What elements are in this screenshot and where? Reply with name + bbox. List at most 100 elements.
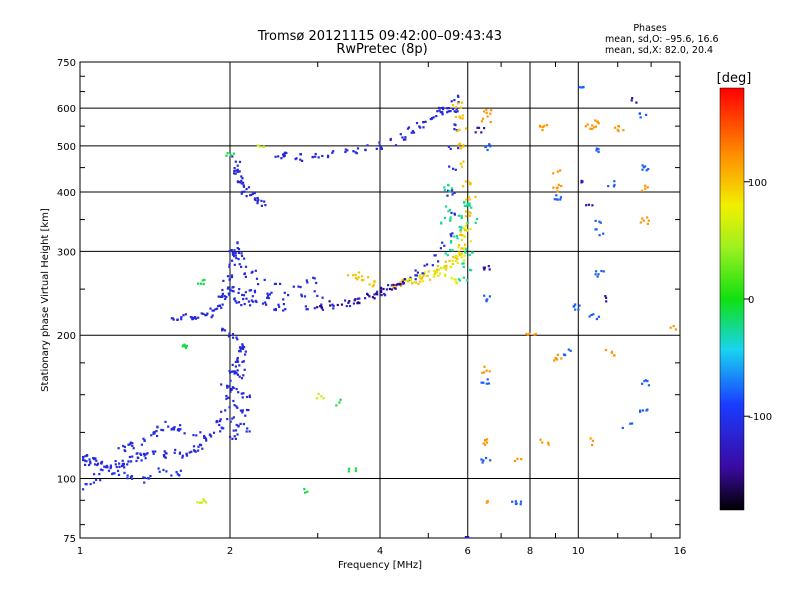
echo-point — [466, 279, 469, 282]
echo-point — [228, 369, 231, 373]
echo-point — [170, 474, 173, 477]
echo-point — [598, 234, 601, 237]
echo-point — [456, 257, 459, 261]
echo-point — [455, 108, 458, 111]
echo-point — [248, 289, 251, 292]
echo-point — [402, 282, 405, 285]
echo-point — [122, 464, 125, 467]
echo-point — [245, 430, 248, 433]
echo-point — [229, 371, 232, 374]
echo-point — [347, 467, 351, 470]
echo-point — [426, 263, 429, 266]
echo-point — [556, 358, 559, 361]
echo-point — [516, 457, 519, 460]
echo-point — [533, 333, 536, 336]
echo-point — [231, 333, 235, 336]
echo-point — [485, 300, 488, 303]
echo-point — [622, 129, 625, 132]
echo-point — [150, 434, 153, 437]
echo-point — [235, 372, 238, 375]
echo-point — [431, 117, 434, 120]
echo-point — [448, 165, 451, 168]
x-axis-ticks: 1 2 4 6 8 10 16 — [77, 62, 686, 557]
echo-point — [392, 285, 395, 288]
echo-point — [234, 160, 237, 163]
echo-point — [234, 437, 237, 440]
echo-point — [214, 308, 217, 311]
echo-point — [277, 303, 280, 306]
echo-point — [204, 314, 207, 317]
echo-point — [669, 326, 672, 329]
echo-point — [239, 348, 242, 351]
echo-point — [552, 172, 555, 175]
echo-point — [160, 428, 163, 431]
echo-point — [219, 430, 222, 433]
y-tick-label: 500 — [57, 142, 76, 153]
echo-point — [320, 303, 323, 306]
echo-point — [594, 228, 597, 231]
echo-point — [237, 391, 240, 394]
echo-point — [613, 354, 616, 357]
echo-point — [582, 86, 585, 89]
echo-point — [233, 169, 236, 172]
echo-point — [266, 292, 269, 295]
echo-point — [380, 289, 383, 292]
echo-point — [113, 472, 116, 475]
echo-point — [454, 254, 457, 258]
echo-point — [217, 304, 220, 308]
echo-point — [225, 295, 228, 299]
echo-point — [448, 190, 451, 193]
echo-point — [328, 300, 331, 303]
echo-point — [431, 264, 434, 267]
echo-point — [466, 202, 469, 205]
echo-point — [122, 462, 125, 465]
echo-point — [248, 394, 251, 397]
echo-point — [384, 294, 387, 297]
grid-lines — [80, 62, 680, 538]
echo-point — [613, 183, 616, 187]
echo-point — [376, 290, 379, 293]
echo-point — [232, 429, 235, 432]
echo-point — [463, 229, 466, 232]
echo-point — [437, 268, 441, 271]
echo-point — [122, 444, 125, 448]
echo-point — [436, 265, 440, 268]
echo-point — [242, 392, 245, 395]
echo-point — [460, 253, 463, 256]
echo-point — [462, 143, 465, 147]
echo-point — [287, 294, 290, 297]
echo-point — [378, 141, 381, 144]
echo-point — [617, 130, 620, 133]
echo-point — [445, 266, 448, 270]
x-axis-label: Frequency [MHz] — [338, 560, 422, 571]
echo-point — [422, 121, 425, 124]
echo-point — [380, 294, 383, 297]
echo-point — [413, 281, 416, 284]
echo-point — [399, 281, 402, 284]
echo-point — [461, 185, 465, 188]
echo-point — [555, 194, 558, 197]
echo-point — [446, 111, 449, 114]
echo-point — [99, 468, 102, 471]
echo-point — [375, 292, 378, 295]
echo-point — [251, 192, 254, 195]
echo-point — [584, 125, 587, 128]
echo-point — [142, 452, 146, 455]
echo-point — [450, 211, 453, 214]
echo-point — [591, 439, 595, 442]
echo-point — [461, 262, 464, 265]
echo-point — [347, 301, 350, 304]
echo-point — [352, 274, 355, 277]
echo-point — [399, 133, 402, 136]
echo-point — [228, 294, 231, 297]
echo-point — [189, 316, 192, 319]
echo-point — [443, 189, 446, 192]
echo-point — [165, 470, 168, 473]
echo-point — [440, 111, 444, 114]
echo-point — [589, 127, 592, 130]
echo-point — [638, 112, 641, 115]
echo-point — [156, 426, 159, 429]
echo-point — [573, 304, 576, 308]
echo-point — [454, 278, 457, 281]
echo-point — [241, 360, 244, 363]
